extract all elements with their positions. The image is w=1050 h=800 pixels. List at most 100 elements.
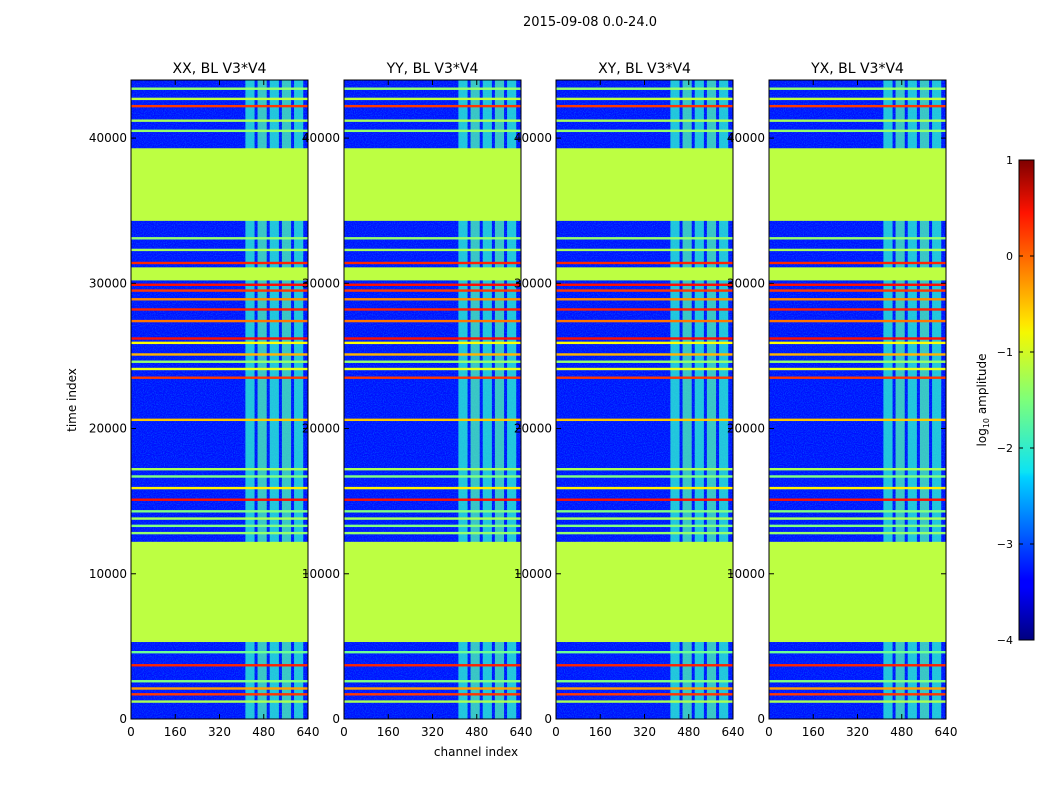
time-feature-line: [556, 664, 733, 667]
time-feature-line: [131, 693, 308, 696]
time-feature-line: [769, 468, 946, 471]
time-feature-line: [769, 524, 946, 528]
time-feature-line: [769, 418, 946, 422]
time-feature-line: [556, 531, 733, 535]
colorbar-tick-label: −4: [997, 634, 1013, 647]
time-feature-line: [556, 693, 733, 696]
time-feature-line: [769, 248, 946, 252]
time-feature-line: [556, 498, 733, 501]
colorbar-tick-label: −3: [997, 538, 1013, 551]
x-tick-label: 0: [552, 725, 560, 739]
time-feature-line: [344, 237, 521, 240]
bright-channel-stripe: [281, 80, 292, 719]
time-feature-line: [769, 700, 946, 703]
colorbar-tick-label: −1: [997, 346, 1013, 359]
y-tick-label: 40000: [514, 131, 552, 145]
time-feature-line: [556, 367, 733, 371]
time-feature-line: [556, 129, 733, 133]
y-tick-label: 20000: [302, 422, 340, 436]
x-tick-label: 160: [377, 725, 400, 739]
time-feature-line: [556, 104, 733, 108]
time-feature-line: [556, 650, 733, 654]
time-feature-line: [131, 510, 308, 513]
time-feature-line: [131, 337, 308, 340]
panel-yy: YY, BL V3*V4 0 160 320 480 640 0 10000 20000 3000…: [302, 61, 533, 739]
y-tick-label: 30000: [727, 276, 765, 290]
time-feature-line: [131, 119, 308, 122]
panel-title: YY, BL V3*V4: [386, 61, 479, 77]
x-tick-label: 0: [340, 725, 348, 739]
time-feature-line: [556, 700, 733, 703]
time-feature-line: [344, 119, 521, 122]
time-feature-line: [344, 360, 521, 363]
panel-title: XX, BL V3*V4: [173, 61, 267, 77]
time-feature-line: [769, 237, 946, 240]
bright-channel-stripe: [458, 80, 468, 719]
time-feature-line: [131, 248, 308, 252]
y-tick-label: 40000: [89, 131, 127, 145]
time-feature-line: [131, 237, 308, 240]
time-feature-line: [344, 517, 521, 520]
flagged-block: [769, 541, 946, 643]
time-feature-line: [556, 468, 733, 471]
time-feature-line: [556, 680, 733, 683]
time-feature-line: [131, 650, 308, 654]
flagged-block: [344, 148, 521, 221]
x-tick-label: 640: [722, 725, 745, 739]
bright-channel-stripe: [507, 80, 517, 719]
time-feature-line: [131, 486, 308, 490]
colorbar: 1 0 −1 −2 −3 −4 log10 amplitude: [975, 154, 1035, 647]
time-feature-line: [344, 510, 521, 513]
time-feature-line: [769, 289, 946, 292]
time-feature-line: [344, 475, 521, 478]
x-tick-label: 640: [297, 725, 320, 739]
colorbar-tick-label: 1: [1006, 154, 1013, 167]
time-feature-line: [344, 700, 521, 703]
time-feature-line: [344, 104, 521, 108]
time-feature-line: [344, 308, 521, 311]
time-feature-line: [556, 418, 733, 422]
time-feature-line: [556, 517, 733, 520]
y-tick-label: 40000: [727, 131, 765, 145]
time-feature-line: [344, 129, 521, 133]
flagged-block: [131, 541, 308, 643]
time-feature-line: [344, 664, 521, 667]
time-feature-line: [344, 87, 521, 90]
y-tick-label: 20000: [514, 422, 552, 436]
y-axis-label: time index: [65, 368, 79, 432]
time-feature-line: [131, 418, 308, 422]
time-feature-line: [556, 87, 733, 90]
bright-channel-stripe: [682, 80, 692, 719]
time-feature-line: [131, 129, 308, 133]
panel-title: YX, BL V3*V4: [810, 61, 904, 77]
time-feature-line: [131, 367, 308, 371]
time-feature-line: [131, 353, 308, 356]
time-feature-line: [344, 341, 521, 345]
figure-title: 2015-09-08 0.0-24.0: [523, 15, 657, 30]
time-feature-line: [769, 341, 946, 345]
time-feature-line: [769, 510, 946, 513]
x-tick-label: 480: [890, 725, 913, 739]
bright-channel-stripe: [719, 80, 729, 719]
time-feature-line: [344, 319, 521, 323]
time-feature-line: [556, 524, 733, 528]
time-feature-line: [769, 119, 946, 122]
time-feature-line: [769, 283, 946, 286]
time-feature-line: [344, 289, 521, 292]
y-tick-label: 10000: [514, 567, 552, 581]
time-feature-line: [769, 298, 946, 301]
colorbar-tick-label: 0: [1006, 250, 1013, 263]
time-feature-line: [769, 319, 946, 323]
time-feature-line: [769, 129, 946, 133]
time-feature-line: [769, 353, 946, 356]
time-feature-line: [131, 261, 308, 265]
time-feature-line: [131, 498, 308, 501]
y-tick-label: 40000: [302, 131, 340, 145]
time-feature-line: [769, 97, 946, 101]
colorbar-gradient: [1018, 159, 1035, 641]
x-tick-label: 0: [765, 725, 773, 739]
time-feature-line: [556, 360, 733, 363]
bright-channel-stripe: [245, 80, 255, 719]
time-feature-line: [131, 104, 308, 108]
bright-channel-stripe: [706, 80, 717, 719]
